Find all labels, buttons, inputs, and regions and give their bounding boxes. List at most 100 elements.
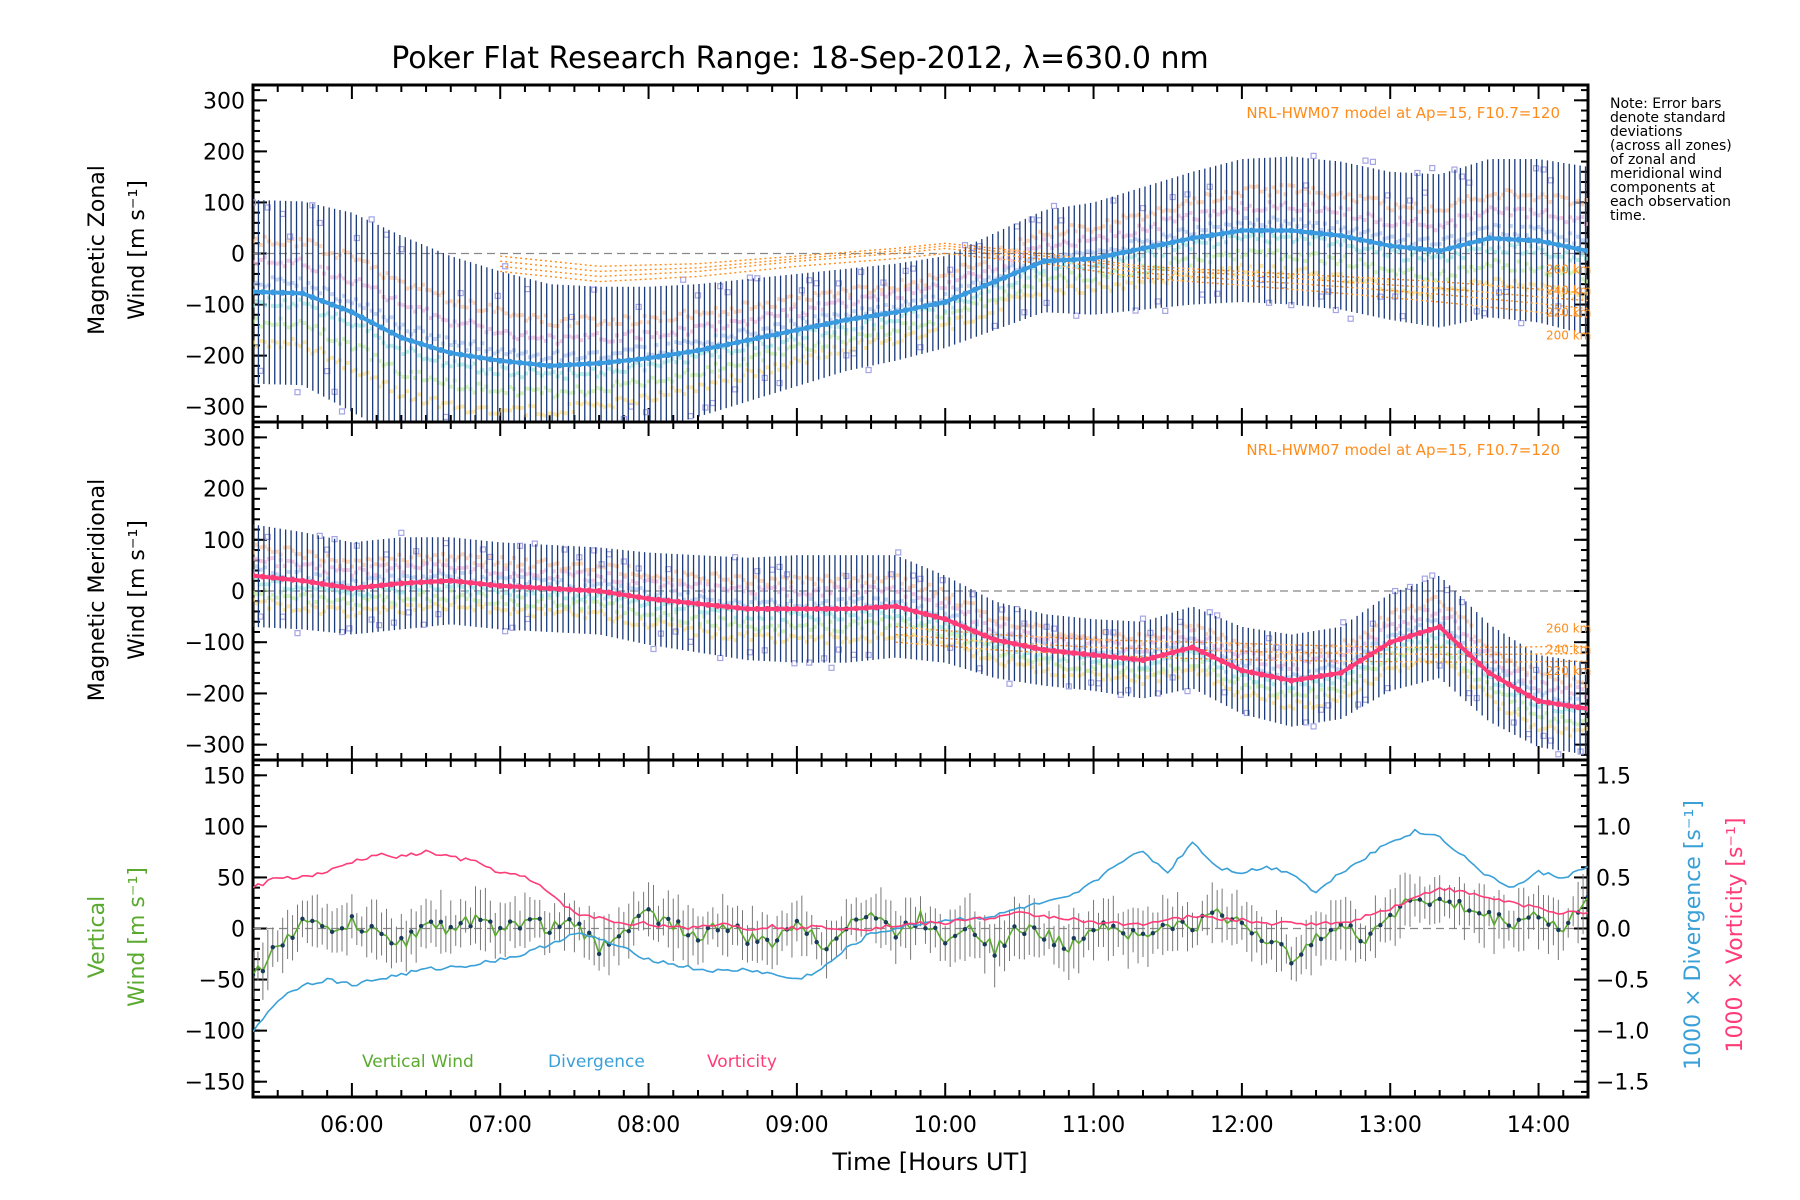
zone-wind-point (986, 289, 991, 294)
zone-wind-point (579, 597, 584, 602)
zone-wind-point (286, 594, 291, 599)
zone-wind-point (650, 375, 655, 380)
zone-wind-point (879, 589, 884, 594)
mean-wind-point (1209, 232, 1216, 239)
zone-wind-point (697, 312, 702, 317)
zone-wind-point (1283, 219, 1288, 224)
zone-wind-point (1184, 657, 1189, 662)
zone-wind-point (840, 640, 845, 645)
zone-wind-point (516, 313, 521, 318)
zone-wind-point (361, 594, 366, 599)
zone-wind-point (1022, 622, 1027, 627)
zone-wind-point (682, 627, 687, 632)
zone-wind-point (697, 340, 702, 345)
zone-wind-point (1326, 229, 1331, 234)
mean-wind-point (1486, 235, 1493, 242)
zone-wind-point (389, 389, 394, 394)
zone-wind-point (1402, 642, 1407, 647)
zone-wind-point (998, 245, 1003, 250)
zone-wind-point (595, 331, 600, 336)
zone-wind-point (1030, 246, 1035, 251)
zone-wind-point (334, 588, 339, 593)
zone-wind-point (1437, 631, 1442, 636)
zone-wind-point (373, 311, 378, 316)
zone-wind-point (1022, 629, 1027, 634)
zone-wind-point (357, 323, 362, 328)
zone-wind-point (369, 326, 374, 331)
zone-wind-point (330, 565, 335, 570)
zone-wind-point (535, 352, 540, 357)
zone-wind-point (436, 587, 441, 592)
zone-wind-point (1520, 678, 1525, 683)
zone-wind-point (622, 620, 627, 625)
zone-wind-point (357, 373, 362, 378)
zone-wind-point (1524, 261, 1529, 266)
zone-wind-point (543, 603, 548, 608)
zone-wind-point (575, 357, 580, 362)
zone-wind-point (1413, 290, 1418, 295)
zone-wind-point (1010, 248, 1015, 253)
zone-wind-point (1133, 648, 1138, 653)
zone-wind-point (994, 622, 999, 627)
zone-wind-point (1508, 223, 1513, 228)
zone-wind-point (1374, 250, 1379, 255)
zone-wind-point (429, 584, 433, 589)
zone-wind-point (531, 576, 536, 581)
zone-wind-point (1172, 219, 1177, 224)
mean-wind-point (1179, 237, 1186, 244)
zone-wind-point (1057, 635, 1062, 640)
scatter-point (518, 449, 523, 454)
zone-wind-point (1330, 697, 1335, 702)
zone-wind-point (575, 570, 580, 575)
zone-wind-point (432, 313, 437, 318)
mean-wind-point (813, 323, 820, 330)
zone-wind-point (836, 617, 841, 622)
zone-wind-point (500, 408, 505, 413)
zone-wind-point (1069, 243, 1074, 248)
zone-wind-point (1038, 271, 1043, 276)
zone-wind-point (330, 315, 335, 320)
zone-wind-point (492, 601, 497, 606)
zone-wind-point (1133, 285, 1138, 290)
zone-wind-point (879, 340, 884, 345)
zone-wind-point (559, 567, 564, 572)
zone-wind-point (982, 314, 987, 319)
zone-wind-point (1500, 701, 1505, 706)
zone-wind-point (432, 587, 437, 592)
zone-wind-point (417, 305, 422, 310)
zone-wind-point (638, 363, 643, 368)
mean-wind-point (942, 299, 949, 306)
zone-wind-point (341, 366, 346, 371)
zone-wind-point (591, 583, 596, 588)
zone-wind-point (1299, 682, 1304, 687)
zone-wind-point (796, 575, 801, 580)
zone-wind-point (1524, 706, 1529, 711)
zone-wind-point (559, 319, 564, 324)
zone-wind-point (618, 383, 623, 388)
zone-wind-point (429, 333, 433, 338)
zone-wind-point (519, 607, 524, 612)
zone-wind-point (456, 594, 461, 599)
zone-wind-point (1081, 278, 1086, 283)
zone-wind-point (1299, 267, 1304, 272)
zone-wind-point (1560, 254, 1565, 259)
zone-wind-point (357, 277, 362, 282)
zone-wind-point (1283, 681, 1288, 686)
zone-wind-point (389, 361, 394, 366)
zone-wind-point (1188, 649, 1193, 654)
zone-wind-point (393, 295, 398, 300)
zone-wind-point (1212, 668, 1217, 673)
zone-wind-point (753, 575, 758, 580)
zone-wind-point (361, 567, 366, 572)
zone-wind-point (634, 581, 639, 586)
zone-wind-point (1429, 647, 1434, 652)
zone-wind-point (792, 344, 797, 349)
zone-wind-point (1089, 669, 1094, 674)
zone-wind-point (603, 405, 608, 410)
zone-wind-point (551, 323, 556, 328)
zone-wind-point (682, 620, 687, 625)
zone-wind-point (1576, 269, 1581, 274)
zone-wind-point (357, 611, 362, 616)
zone-wind-point (587, 567, 592, 572)
zone-wind-point (306, 265, 311, 270)
